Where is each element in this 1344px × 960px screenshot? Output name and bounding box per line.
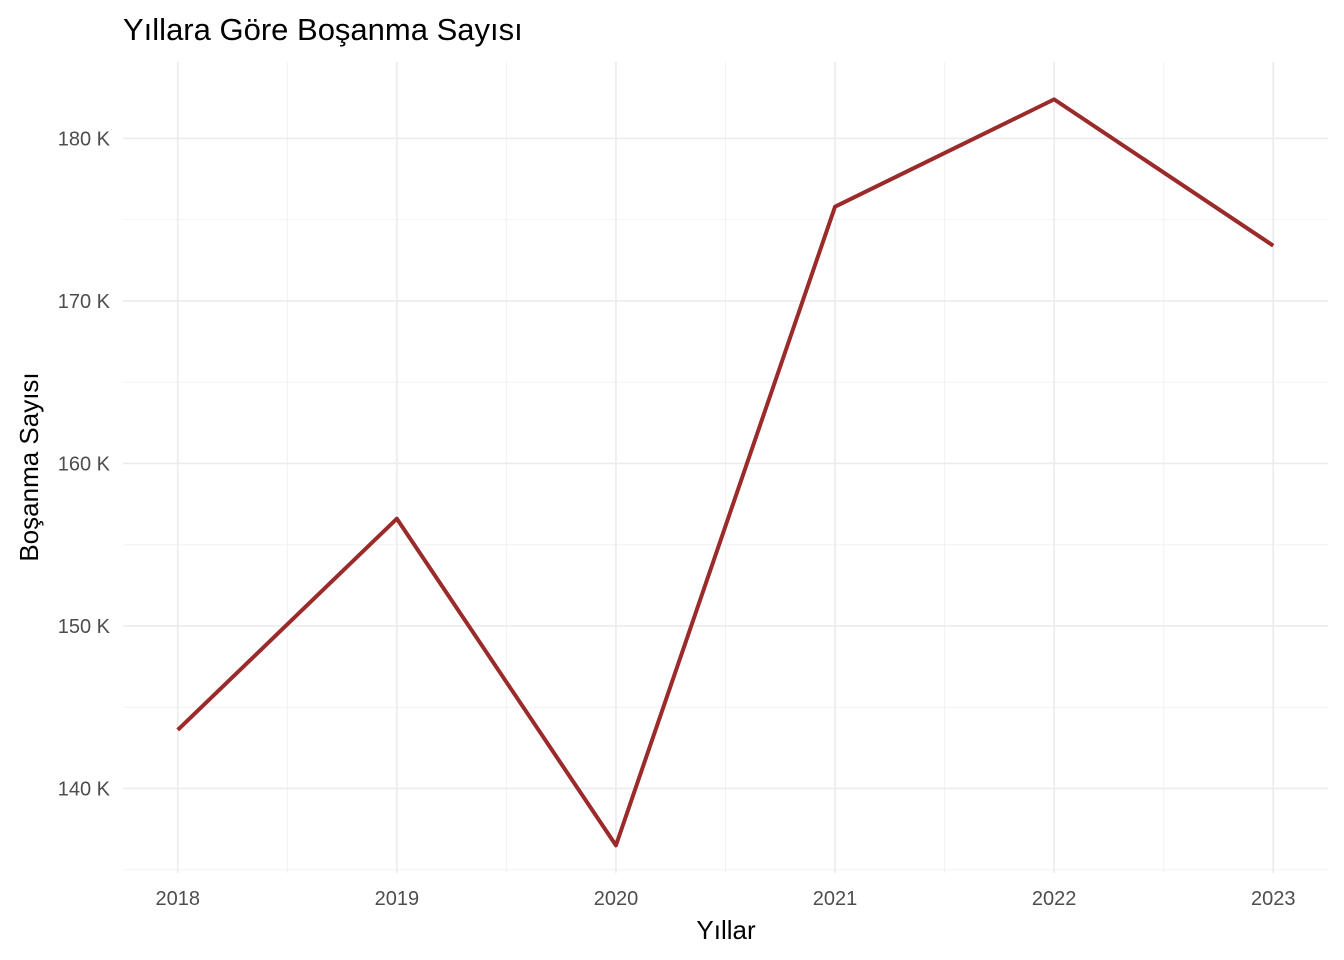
y-tick-label: 170 K [58, 291, 111, 313]
y-tick-label: 140 K [58, 778, 111, 800]
x-tick-label: 2023 [1251, 888, 1296, 910]
series-line [176, 97, 1275, 848]
x-axis-title: Yıllar [696, 915, 756, 945]
x-tick-label: 2020 [594, 888, 639, 910]
y-axis-ticks: 140 K 150 K 160 K 170 K 180 K [58, 128, 111, 800]
y-tick-label: 180 K [58, 128, 111, 150]
x-tick-label: 2019 [375, 888, 420, 910]
x-tick-label: 2022 [1032, 888, 1077, 910]
x-axis-ticks: 2018 2019 2020 2021 2022 2023 [156, 888, 1296, 910]
chart-title: Yıllara Göre Boşanma Sayısı [123, 12, 523, 47]
y-tick-label: 150 K [58, 616, 111, 638]
minor-gridlines [123, 62, 1328, 873]
y-tick-label: 160 K [58, 453, 111, 475]
y-axis-title: Boşanma Sayısı [14, 372, 44, 561]
major-gridlines [123, 62, 1328, 873]
x-tick-label: 2021 [813, 888, 858, 910]
series-layer [176, 97, 1275, 848]
x-tick-label: 2018 [156, 888, 201, 910]
